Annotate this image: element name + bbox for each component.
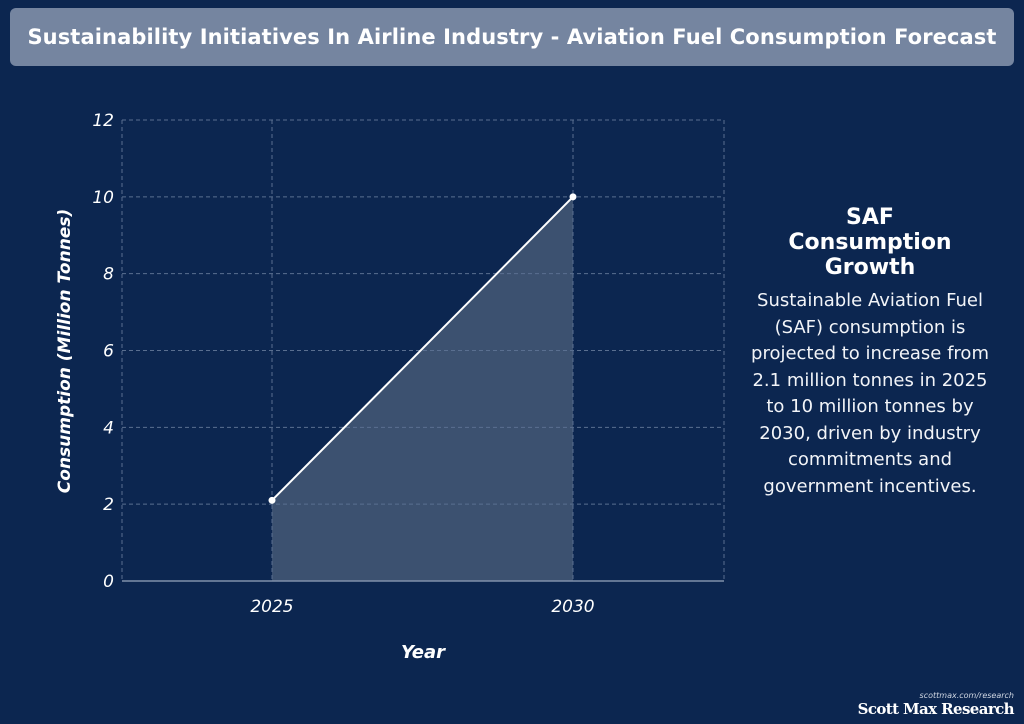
x-axis-label: Year	[401, 642, 446, 663]
side-heading-line: Consumption	[788, 230, 952, 255]
y-tick-label: 2	[103, 495, 114, 515]
credit: scottmax.com/research Scott Max Research	[857, 691, 1015, 718]
y-tick-label: 0	[103, 572, 114, 592]
side-body-text: Sustainable Aviation Fuel (SAF) consumpt…	[751, 290, 989, 497]
y-tick-label: 6	[103, 342, 114, 362]
title-bar: Sustainability Initiatives In Airline In…	[10, 8, 1014, 66]
data-point	[569, 193, 577, 201]
credit-url: scottmax.com/research	[919, 691, 1014, 700]
side-heading: SAF Consumption Growth	[750, 205, 990, 280]
y-axis-label: Consumption (Million Tonnes)	[55, 209, 75, 493]
area-fill	[272, 196, 573, 582]
x-tick-label: 2025	[250, 597, 293, 617]
x-tick-label: 2030	[551, 597, 594, 617]
side-heading-line: Growth	[824, 255, 916, 280]
page-title: Sustainability Initiatives In Airline In…	[27, 25, 997, 49]
y-tick-label: 10	[92, 188, 114, 208]
series-line	[271, 196, 574, 502]
side-heading-line: SAF	[846, 205, 894, 230]
y-tick-label: 4	[103, 418, 114, 438]
side-panel: SAF Consumption Growth Sustainable Aviat…	[750, 205, 990, 500]
brand-logo: Scott Max Research	[857, 700, 1015, 718]
y-tick-label: 12	[92, 111, 114, 131]
y-tick-label: 8	[103, 265, 114, 285]
data-point	[268, 496, 276, 504]
